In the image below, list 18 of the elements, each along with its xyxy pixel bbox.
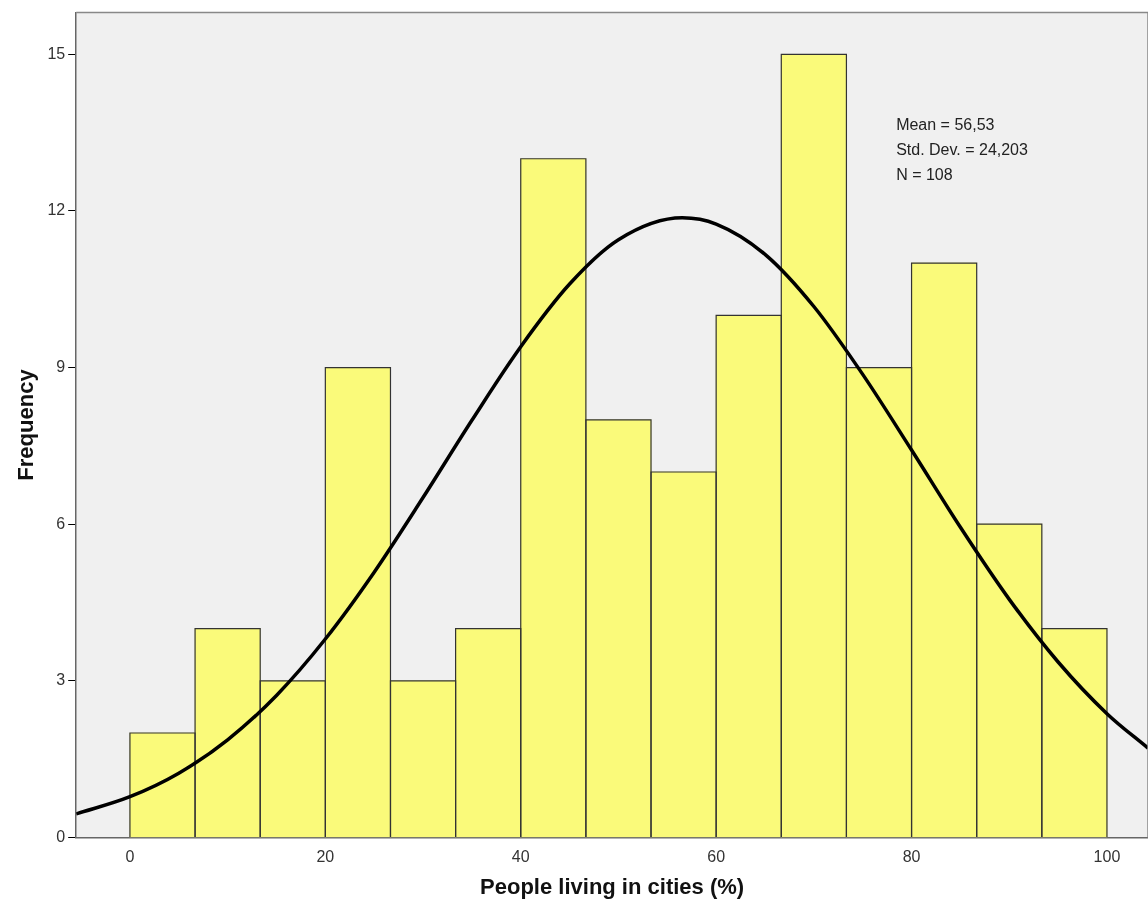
y-tick-label: 15 xyxy=(47,44,66,62)
x-tick-label: 0 xyxy=(125,848,135,866)
annotation: Mean = 56,53 xyxy=(896,116,995,134)
y-tick-label: 9 xyxy=(56,357,66,375)
y-tick-label: 0 xyxy=(56,827,66,845)
line-series xyxy=(76,216,1148,816)
x-tick-label: 100 xyxy=(1093,848,1121,866)
y-tick-label: 3 xyxy=(56,671,66,689)
x-tick-label: 20 xyxy=(316,848,335,866)
y-axis-title: Frequency xyxy=(13,368,39,481)
annotation: Std. Dev. = 24,203 xyxy=(896,141,1029,159)
y-tick-label: 12 xyxy=(47,201,66,219)
x-tick-label: 40 xyxy=(511,848,530,866)
x-axis-title: People living in cities (%) xyxy=(480,873,745,899)
annotation: N = 108 xyxy=(896,166,953,184)
x-tick-label: 60 xyxy=(707,848,726,866)
x-tick-label: 80 xyxy=(902,848,921,866)
y-tick-label: 6 xyxy=(56,514,66,532)
